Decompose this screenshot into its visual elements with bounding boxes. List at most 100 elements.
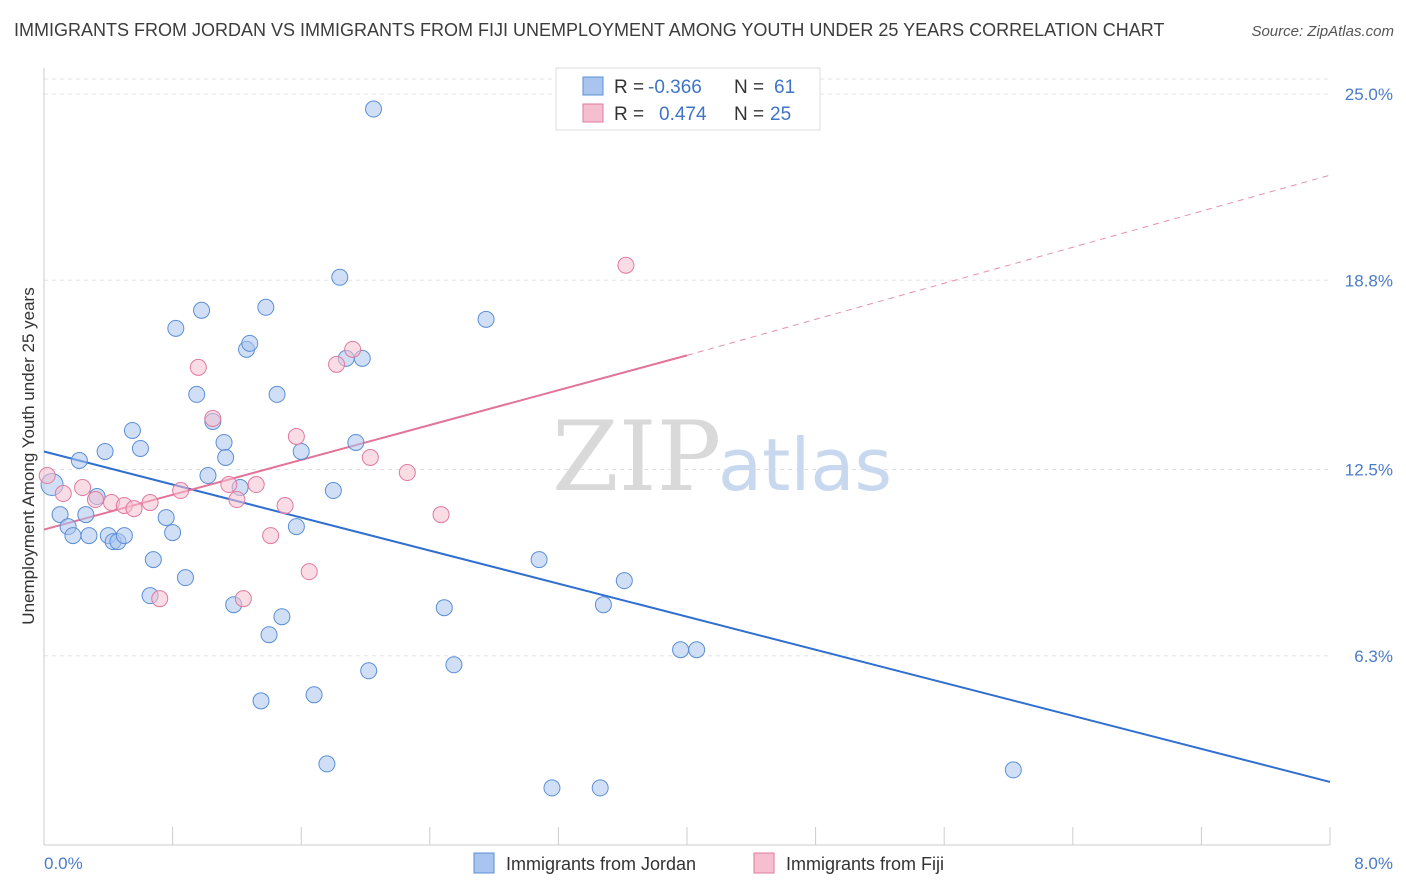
jordan-point	[257, 298, 275, 316]
jordan-point	[591, 779, 609, 797]
fiji-point	[38, 467, 56, 485]
legend: R = -0.366 N = 61 R = 0.474 N = 25	[555, 67, 821, 131]
y-axis-label: Unemployment Among Youth under 25 years	[19, 287, 38, 624]
fiji-point	[247, 476, 265, 494]
jordan-point	[157, 509, 175, 527]
jordan-point	[287, 518, 305, 536]
watermark-zip: ZIP	[552, 401, 721, 513]
x-tick-label: 0.0%	[44, 854, 83, 873]
jordan-point	[217, 448, 235, 466]
fiji-point	[262, 527, 280, 545]
y-tick-label: 18.8%	[1345, 271, 1393, 290]
jordan-point	[435, 599, 453, 617]
fiji-point	[141, 494, 159, 512]
data-points	[38, 100, 1022, 797]
fiji-point	[300, 563, 318, 581]
legend-n-value-fiji: 25	[770, 104, 791, 125]
fiji-point	[189, 358, 207, 376]
jordan-point	[77, 506, 95, 524]
jordan-point	[331, 268, 349, 286]
jordan-point	[193, 301, 211, 319]
fiji-point	[151, 590, 169, 608]
jordan-point	[241, 334, 259, 352]
jordan-point	[80, 527, 98, 545]
jordan-point	[260, 626, 278, 644]
fiji-point	[328, 355, 346, 373]
fiji-point	[125, 500, 143, 518]
legend-r-value-fiji: 0.474	[659, 104, 707, 125]
fiji-point	[220, 476, 238, 494]
jordan-point	[167, 319, 185, 337]
jordan-point	[688, 641, 706, 659]
source-label: Source: ZipAtlas.com	[1251, 23, 1394, 40]
y-tick-label: 6.3%	[1354, 647, 1393, 666]
legend-n-label: N =	[734, 104, 764, 125]
y-tick-label: 25.0%	[1345, 85, 1393, 104]
bottom-legend-label-fiji: Immigrants from Fiji	[786, 854, 944, 874]
chart-title: IMMIGRANTS FROM JORDAN VS IMMIGRANTS FRO…	[14, 20, 1165, 40]
jordan-point	[70, 452, 88, 469]
jordan-point	[131, 439, 149, 457]
jordan-point	[292, 442, 310, 460]
legend-r-label: R =	[614, 104, 644, 125]
jordan-point	[199, 467, 217, 485]
jordan-point	[615, 572, 633, 590]
legend-r-value-jordan: -0.366	[648, 77, 702, 98]
jordan-point	[51, 506, 69, 524]
jordan-point	[477, 310, 495, 328]
fiji-trend-extension	[686, 174, 1331, 356]
grid-lines	[44, 78, 1330, 657]
fiji-point	[432, 506, 450, 524]
jordan-point	[360, 662, 378, 680]
jordan-point	[115, 527, 133, 545]
legend-r-label: R =	[614, 77, 644, 98]
jordan-point	[252, 692, 270, 710]
fiji-point	[204, 409, 222, 427]
jordan-point	[188, 385, 206, 403]
bottom-legend-swatch-fiji	[753, 852, 775, 874]
jordan-point	[445, 656, 463, 674]
jordan-point	[144, 551, 162, 569]
jordan-point	[318, 755, 336, 773]
jordan-trend-line	[43, 450, 1331, 783]
bottom-legend-label-jordan: Immigrants from Jordan	[506, 854, 696, 874]
fiji-point	[287, 427, 305, 445]
fiji-point	[234, 590, 252, 608]
y-tick-label: 12.5%	[1345, 461, 1393, 480]
jordan-point	[268, 385, 286, 403]
jordan-point	[365, 100, 383, 118]
fiji-point	[617, 256, 635, 274]
legend-swatch-jordan	[582, 76, 604, 96]
jordan-point	[324, 482, 342, 500]
jordan-point	[64, 527, 82, 545]
fiji-point	[276, 497, 294, 515]
jordan-point	[672, 641, 690, 659]
jordan-point	[305, 686, 323, 704]
legend-swatch-fiji	[582, 103, 604, 123]
legend-n-value-jordan: 61	[774, 77, 795, 98]
x-tick-label: 8.0%	[1354, 854, 1393, 873]
fiji-point	[344, 340, 362, 358]
fiji-point	[86, 491, 104, 509]
jordan-point	[530, 551, 548, 569]
y-tick-labels: 6.3% 12.5% 18.8% 25.0%	[1345, 85, 1393, 666]
jordan-point	[1004, 761, 1022, 779]
jordan-point	[123, 421, 141, 439]
jordan-point	[273, 608, 291, 626]
jordan-point	[176, 569, 194, 587]
fiji-point	[228, 491, 246, 509]
fiji-point	[172, 482, 190, 500]
fiji-point	[74, 479, 92, 497]
axes	[43, 68, 1331, 846]
legend-n-label: N =	[734, 77, 764, 98]
jordan-point	[347, 433, 365, 451]
jordan-point	[215, 433, 233, 451]
fiji-point	[361, 448, 379, 466]
watermark-atlas: atlas	[718, 423, 892, 507]
bottom-legend-swatch-jordan	[473, 852, 495, 874]
bottom-legend: Immigrants from Jordan Immigrants from F…	[473, 852, 944, 874]
fiji-point	[398, 464, 416, 482]
watermark: ZIP atlas	[552, 401, 892, 513]
jordan-point	[543, 779, 561, 797]
